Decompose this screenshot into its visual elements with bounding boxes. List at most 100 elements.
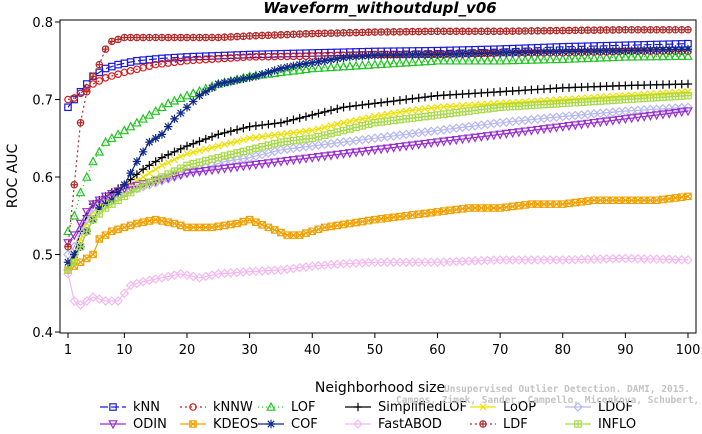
data-point	[320, 29, 329, 38]
data-point	[370, 99, 380, 108]
data-point	[214, 33, 223, 42]
data-point	[126, 168, 135, 178]
data-point	[557, 122, 568, 132]
data-point	[69, 231, 80, 241]
data-point	[183, 161, 191, 170]
data-point	[402, 115, 410, 123]
data-point	[81, 296, 92, 306]
data-point	[383, 110, 392, 119]
watermark-line-1: Unsupervised Outlier Detection. DAMI, 20…	[444, 384, 690, 395]
data-point	[313, 153, 324, 163]
data-point	[514, 255, 524, 265]
data-point	[157, 153, 167, 162]
data-point	[145, 137, 154, 147]
data-point	[88, 200, 98, 210]
chart-title: Waveform_withoutdupl_v06	[263, 0, 496, 17]
data-point	[427, 92, 436, 101]
data-point	[138, 165, 148, 174]
data-point	[676, 108, 687, 118]
series-KDEOS	[64, 192, 692, 274]
data-point	[301, 59, 311, 68]
data-point	[358, 122, 367, 130]
data-point	[670, 108, 681, 118]
data-point	[608, 52, 618, 62]
data-point	[326, 62, 336, 72]
data-point	[514, 48, 524, 57]
data-point	[152, 165, 160, 173]
data-point	[345, 149, 355, 159]
data-point	[227, 220, 235, 229]
data-point	[652, 26, 661, 34]
data-point	[314, 225, 323, 234]
data-point	[233, 219, 241, 228]
data-point	[539, 54, 549, 64]
data-point	[427, 27, 436, 36]
data-point	[75, 300, 86, 310]
data-point	[220, 78, 229, 87]
data-point	[95, 210, 104, 218]
data-point	[170, 167, 179, 175]
data-point	[208, 33, 216, 42]
data-point	[339, 53, 348, 63]
data-point	[245, 215, 254, 224]
data-point	[226, 163, 236, 173]
data-point	[652, 45, 661, 55]
data-point	[188, 88, 199, 98]
data-point	[565, 199, 573, 208]
data-point	[401, 142, 411, 152]
data-point	[577, 198, 586, 206]
data-point	[307, 153, 318, 163]
data-point	[665, 89, 673, 97]
legend-marker	[479, 403, 487, 411]
data-point	[214, 79, 223, 89]
data-point	[395, 57, 405, 67]
data-point	[95, 68, 104, 77]
data-point	[220, 152, 229, 160]
data-point	[301, 112, 311, 121]
data-point	[633, 51, 643, 61]
data-point	[313, 62, 324, 72]
data-point	[295, 60, 304, 69]
data-point	[402, 211, 410, 220]
data-point	[670, 50, 681, 61]
data-point	[194, 167, 205, 177]
legend-label: SimplifiedLOF	[378, 400, 467, 415]
legend-marker	[573, 402, 583, 412]
data-point	[445, 136, 455, 146]
data-point	[521, 201, 529, 209]
data-point	[232, 125, 242, 134]
data-point	[452, 205, 461, 214]
data-point	[252, 31, 260, 40]
data-point	[501, 129, 512, 139]
data-point	[264, 141, 273, 150]
legend-item-KDEOS: KDEOS	[180, 417, 258, 432]
data-point	[307, 63, 318, 73]
data-point	[414, 93, 423, 103]
data-point	[258, 142, 266, 151]
data-point	[70, 94, 79, 102]
data-point	[314, 109, 323, 118]
data-point	[208, 143, 216, 152]
data-point	[339, 119, 348, 127]
data-point	[626, 114, 637, 124]
data-point	[558, 200, 567, 208]
data-point	[684, 88, 692, 96]
data-point	[377, 111, 385, 120]
data-point	[677, 26, 686, 34]
data-point	[245, 146, 254, 154]
data-point	[496, 99, 504, 107]
data-point	[432, 55, 443, 65]
data-point	[64, 243, 72, 251]
data-point	[539, 47, 549, 57]
data-point	[413, 257, 424, 268]
data-point	[533, 47, 542, 57]
data-point	[270, 119, 279, 128]
data-point	[170, 147, 179, 157]
data-point	[132, 170, 142, 179]
data-point	[276, 157, 286, 167]
data-point	[470, 55, 480, 65]
data-point	[233, 32, 241, 41]
data-point	[646, 45, 655, 55]
data-point	[95, 77, 104, 85]
data-point	[546, 96, 554, 104]
